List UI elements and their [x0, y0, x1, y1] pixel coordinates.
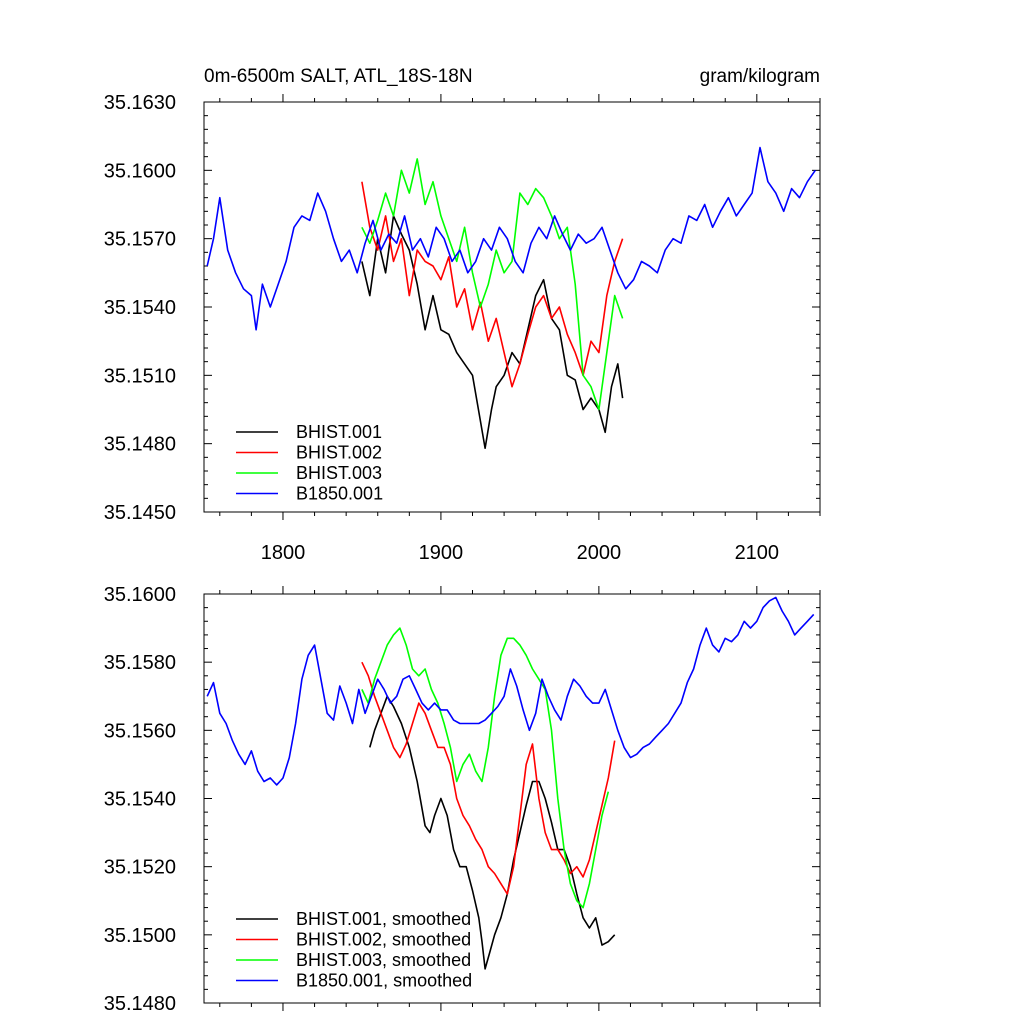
top-panel: 35.1450 35.1480 35.1510 35.1540 35.1570 35.16…: [104, 92, 821, 564]
bottom-legend-label: BHIST.003, smoothed: [296, 950, 471, 970]
top-legend-label: BHIST.001: [296, 422, 382, 442]
bottom-y-tick-label: 35.1560: [104, 720, 176, 742]
top-legend-label: BHIST.002: [296, 443, 382, 463]
top-y-tick-label: 35.1630: [104, 92, 176, 114]
top-x-tick-label: 2000: [577, 542, 622, 564]
top-legend-label: BHIST.003: [296, 463, 382, 483]
top-x-tick-label: 1900: [419, 542, 464, 564]
bottom-y-tick-label: 35.1540: [104, 789, 176, 811]
top-legend-label: B1850.001: [296, 484, 383, 504]
bottom-series-line-1: [369, 695, 616, 970]
bottom-panel: 35.1480 35.1500 35.1520 35.1540 35.1560 35.15…: [104, 584, 821, 1015]
bottom-legend-label: BHIST.002, smoothed: [296, 930, 471, 950]
top-panel-title-left: 0m-6500m SALT, ATL_18S-18N: [204, 66, 473, 87]
top-series-line-1: [361, 215, 624, 449]
top-series-line-3: [361, 158, 624, 411]
bottom-y-tick-label: 35.1500: [104, 925, 176, 947]
top-x-tick-label: 2100: [735, 542, 780, 564]
bottom-legend-label: B1850.001, smoothed: [296, 971, 472, 991]
top-y-tick-label: 35.1570: [104, 229, 176, 251]
top-series-line-2: [361, 181, 624, 388]
bottom-y-tick-label: 35.1520: [104, 857, 176, 879]
bottom-y-tick-label: 35.1600: [104, 584, 176, 606]
bottom-series-line-3: [361, 627, 610, 909]
top-panel-title-right: gram/kilogram: [700, 66, 820, 87]
top-series-line-4: [206, 146, 816, 331]
bottom-y-tick-label: 35.1580: [104, 652, 176, 674]
bottom-y-tick-label: 35.1480: [104, 993, 176, 1015]
top-x-tick-label: 1800: [261, 542, 306, 564]
top-y-tick-label: 35.1600: [104, 160, 176, 182]
top-y-tick-label: 35.1510: [104, 365, 176, 387]
top-y-tick-label: 35.1480: [104, 434, 176, 456]
top-y-tick-label: 35.1540: [104, 297, 176, 319]
bottom-series-line-4: [206, 596, 815, 786]
bottom-legend-label: BHIST.001, smoothed: [296, 909, 471, 929]
bottom-series-line-2: [361, 661, 616, 895]
top-y-tick-label: 35.1450: [104, 502, 176, 524]
